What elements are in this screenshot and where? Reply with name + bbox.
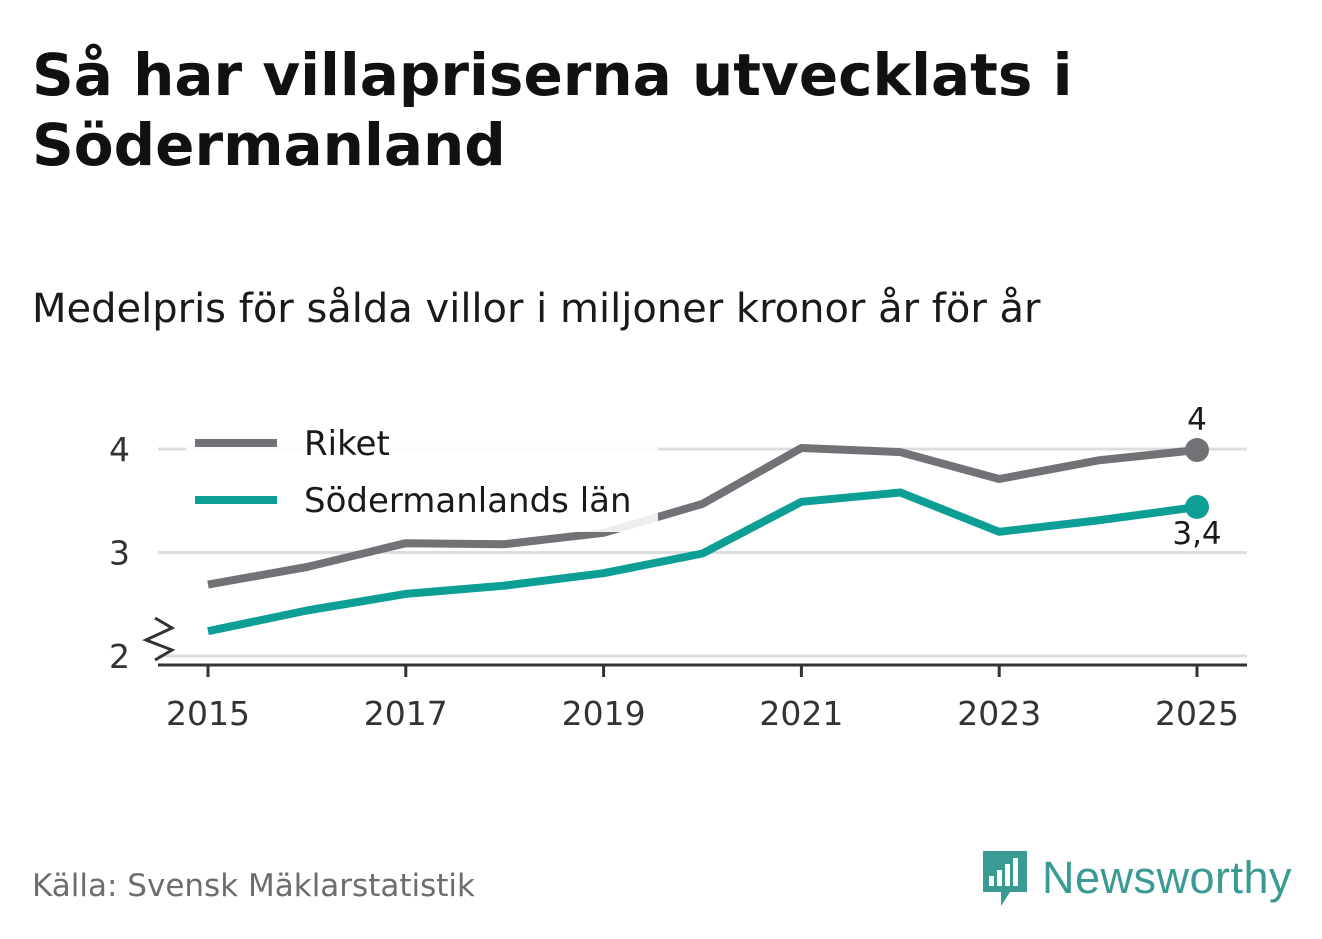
x-tick-label: 2017	[364, 694, 448, 733]
chart-title: Så har villapriserna utvecklats i Söderm…	[32, 41, 1073, 179]
x-tick-label: 2025	[1155, 694, 1239, 733]
brand: Newsworthy	[980, 848, 1292, 908]
brand-name: Newsworthy	[1042, 852, 1293, 903]
series-line-0	[207, 444, 1198, 589]
data-label: 3,4	[1172, 516, 1221, 552]
y-tick-label: 3	[109, 534, 130, 573]
series-end-point	[1185, 494, 1209, 519]
axis-break-icon	[142, 616, 176, 662]
data-label: 4	[1187, 402, 1207, 438]
x-tick-label: 2015	[166, 694, 250, 733]
legend-background	[186, 420, 658, 532]
line-chart: 2 3 4 2015 2017 2019 2021 2023 2025 Riket Söderman…	[109, 402, 1247, 733]
series-line-1	[207, 488, 1198, 636]
legend-label: Riket	[304, 424, 390, 464]
y-tick-label: 4	[109, 430, 130, 469]
source-note: Källa: Svensk Mäklarstatistik	[32, 868, 475, 904]
y-tick-label: 2	[109, 637, 130, 676]
x-tick-label: 2023	[957, 694, 1041, 733]
x-tick-label: 2021	[759, 694, 843, 733]
newsworthy-logo-icon	[983, 851, 1027, 906]
chart-subtitle: Medelpris för sålda villor i miljoner kr…	[32, 286, 1041, 332]
legend-label: Södermanlands län	[304, 481, 632, 521]
series-end-point	[1185, 438, 1209, 463]
x-tick-label: 2019	[562, 694, 646, 733]
